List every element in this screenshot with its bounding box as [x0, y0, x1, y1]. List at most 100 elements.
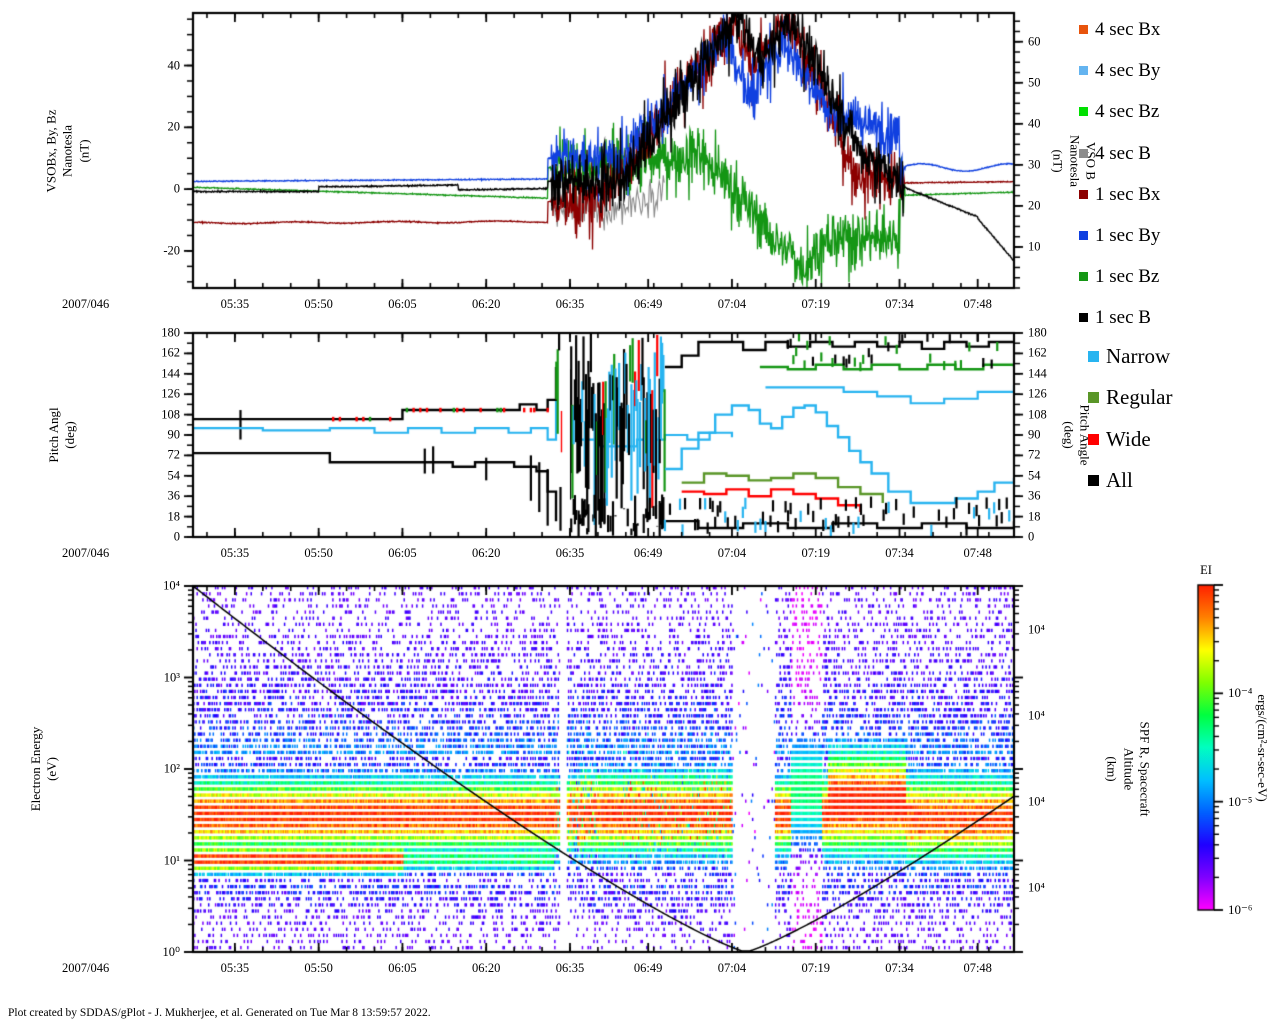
- xtick-0719: 07:19: [801, 297, 830, 311]
- legend-label: 4 sec Bx: [1095, 19, 1161, 40]
- colorbar-units-label: ergs/(cm²-sr-sec-eV): [1255, 693, 1271, 802]
- panel1-ytick-left: 20: [167, 119, 181, 134]
- legend-swatch-icon: [1088, 392, 1099, 404]
- panel2-ytick-right: 54: [1028, 468, 1041, 483]
- panel1-ylabel-left: VSOBx, By, Bz Nanotesla (nT): [43, 109, 92, 192]
- legend-label: 1 sec Bz: [1095, 266, 1160, 288]
- xtick-0605: 06:05: [388, 546, 417, 560]
- legend-item-narrow[interactable]: Narrow: [1088, 343, 1171, 368]
- legend-label: Regular: [1106, 385, 1173, 410]
- legend-swatch-icon: [1088, 350, 1099, 362]
- colorbar-tick: 10⁻⁶: [1228, 902, 1253, 917]
- date-label: 2007/046: [62, 297, 110, 311]
- colorbar-tick: 10⁻⁵: [1228, 793, 1253, 809]
- xtick-0734: 07:34: [885, 297, 914, 311]
- xtick-0605: 06:05: [388, 961, 417, 975]
- panel2-ytick-right: 162: [1028, 345, 1047, 360]
- xtick-0620: 06:20: [471, 961, 501, 975]
- legend-swatch-icon: [1079, 148, 1088, 158]
- legend-item-4-sec-bx[interactable]: 4 sec Bx: [1079, 20, 1160, 39]
- legend-swatch-icon: [1079, 107, 1088, 117]
- panel2-ytick-right: 180: [1028, 325, 1047, 340]
- panel2-ytick-left: 72: [167, 447, 181, 462]
- panel2-ytick-left: 36: [167, 488, 181, 503]
- panel2-ytick-left: 18: [167, 509, 181, 524]
- panel2-ytick-right: 18: [1028, 509, 1041, 524]
- panel2-ytick-left: 54: [167, 468, 181, 483]
- xtick-0635: 06:35: [555, 297, 585, 311]
- xtick-0649: 06:49: [633, 961, 663, 975]
- legend-item-4-sec-by[interactable]: 4 sec By: [1079, 61, 1160, 80]
- xtick-0535: 05:35: [220, 297, 250, 311]
- colorbar-title: EI: [1200, 563, 1212, 577]
- panel3-ytick-left: 10¹: [163, 853, 180, 867]
- legend-swatch-icon: [1079, 272, 1088, 282]
- panel2-ytick-left: 90: [167, 427, 181, 442]
- xtick-0748: 07:48: [963, 546, 992, 560]
- legend-item-all[interactable]: All: [1088, 470, 1133, 491]
- legend-swatch-icon: [1079, 189, 1088, 199]
- legend-item-1-sec-bx[interactable]: 1 sec Bx: [1079, 185, 1160, 204]
- xtick-0704: 07:04: [717, 297, 747, 311]
- legend-label: 1 sec B: [1095, 307, 1151, 329]
- legend-label: 1 sec By: [1095, 225, 1161, 246]
- panel2-ytick-right: 90: [1028, 427, 1041, 442]
- panel1-ytick-right: 20: [1028, 198, 1041, 213]
- panel1-ytick-left: 40: [167, 58, 181, 73]
- xtick-0649: 06:49: [633, 297, 663, 311]
- panel2-ytick-right: 72: [1028, 447, 1041, 462]
- xtick-0550: 05:50: [304, 546, 333, 560]
- panel1-ytick-left: -20: [163, 243, 180, 258]
- panel2-ytick-right: 0: [1028, 529, 1035, 544]
- panel1-ytick-right: 30: [1028, 157, 1041, 172]
- panel2-ytick-right: 36: [1028, 488, 1041, 503]
- legend-label: Narrow: [1106, 343, 1171, 368]
- legend-item-1-sec-b[interactable]: 1 sec B: [1079, 308, 1151, 327]
- footer-credit: Plot created by SDDAS/gPlot - J. Mukherj…: [8, 1007, 431, 1019]
- xtick-0635: 06:35: [555, 546, 585, 560]
- xtick-0704: 07:04: [717, 961, 747, 975]
- xtick-0748: 07:48: [963, 297, 992, 311]
- legend-item-4-sec-bz[interactable]: 4 sec Bz: [1079, 102, 1159, 121]
- panel2-ytick-left: 0: [173, 529, 180, 544]
- legend-item-regular[interactable]: Regular: [1088, 387, 1172, 408]
- panel2-ytick-left: 144: [161, 366, 180, 381]
- panel2-ylabel-left: Pitch Angl (deg): [45, 407, 77, 463]
- xtick-0550: 05:50: [304, 297, 333, 311]
- legend-item-wide[interactable]: Wide: [1088, 426, 1151, 451]
- panel1-ytick-right: 50: [1028, 75, 1041, 90]
- xtick-0734: 07:34: [885, 546, 914, 560]
- colorbar-tick: 10⁻⁴: [1228, 685, 1253, 701]
- xtick-0649: 06:49: [633, 546, 663, 560]
- legend-item-1-sec-bz[interactable]: 1 sec Bz: [1079, 267, 1159, 286]
- date-label: 2007/046: [62, 961, 110, 975]
- xtick-0704: 07:04: [717, 546, 747, 560]
- xtick-0605: 06:05: [388, 297, 417, 311]
- panel1-ytick-right: 40: [1028, 116, 1041, 131]
- xtick-0719: 07:19: [801, 961, 830, 975]
- xtick-0620: 06:20: [471, 546, 501, 560]
- panel3-ytick-right: 10⁴: [1028, 708, 1045, 723]
- xtick-0550: 05:50: [304, 961, 333, 975]
- legend-swatch-icon: [1079, 25, 1088, 34]
- legend-item-1-sec-by[interactable]: 1 sec By: [1079, 226, 1160, 245]
- panel3-ytick-left: 10⁴: [163, 578, 180, 593]
- xtick-0535: 05:35: [220, 961, 250, 975]
- panel3-ytick-right: 10⁴: [1028, 880, 1045, 895]
- date-label: 2007/046: [62, 546, 110, 560]
- legend-label: 4 sec Bz: [1095, 101, 1160, 123]
- xtick-0734: 07:34: [885, 961, 914, 975]
- legend-item-4-sec-b[interactable]: 4 sec B: [1079, 144, 1151, 163]
- legend-swatch-icon: [1079, 231, 1088, 240]
- panel3-ylabel-left: Electron Energy (eV): [27, 726, 59, 812]
- xtick-0748: 07:48: [963, 961, 992, 975]
- legend-swatch-icon: [1079, 66, 1088, 76]
- legend-label: 4 sec B: [1095, 142, 1151, 164]
- panel3-ylabel-right: SPF R, Spacecraft Altitude (km): [1104, 721, 1153, 817]
- xtick-0535: 05:35: [220, 546, 250, 560]
- legend-label: Wide: [1106, 426, 1151, 451]
- panel2-ytick-left: 162: [161, 345, 180, 360]
- panel1-ytick-right: 60: [1028, 34, 1041, 49]
